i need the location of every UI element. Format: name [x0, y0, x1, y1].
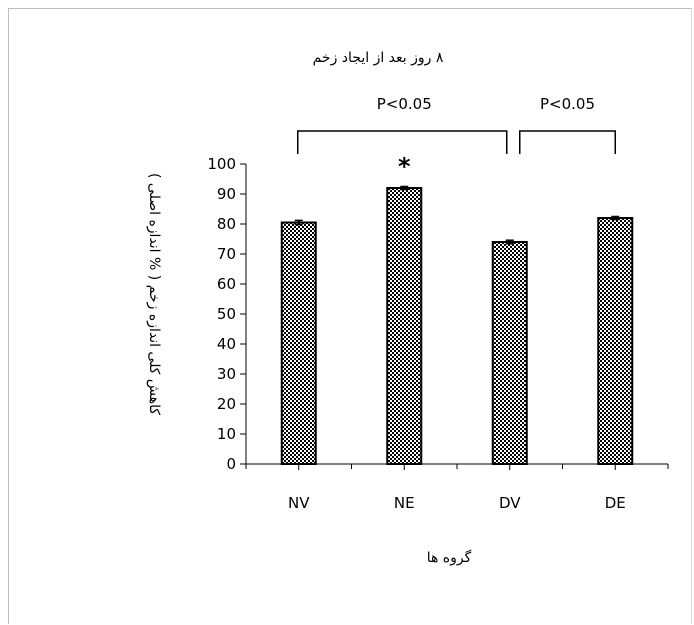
x-tick-label-DV: DV [499, 494, 521, 512]
axes: 0 10 20 30 40 50 60 70 80 90 100 NV NE DV DE [207, 155, 669, 512]
bars-group [280, 185, 634, 465]
y-tick-label: 60 [217, 275, 236, 293]
y-tick-label: 90 [217, 185, 236, 203]
y-tick-label: 20 [217, 395, 236, 413]
y-tick-label: 0 [226, 455, 236, 473]
x-tick-label-NV: NV [288, 494, 310, 512]
y-tick-label: 10 [217, 425, 236, 443]
y-tick-label: 100 [207, 155, 236, 173]
y-tick-label: 80 [217, 215, 236, 233]
y-tick-label: 70 [217, 245, 236, 263]
bracket-nv-dv [297, 130, 508, 154]
y-tick-label: 40 [217, 335, 236, 353]
bracket-dv-de [519, 130, 616, 154]
x-axis-label: گروه ها [427, 549, 472, 566]
y-axis-label: کاهش کلی اندازه زخم ( % اندازه اصلی ) [146, 173, 162, 415]
bar-DV [491, 241, 528, 465]
bracket-label-2: P<0.05 [540, 95, 595, 113]
figure-frame [8, 8, 692, 624]
bracket-label-1: P<0.05 [377, 95, 432, 113]
x-tick-label-DE: DE [605, 494, 626, 512]
bar-DE [597, 217, 634, 465]
y-tick-label: 50 [217, 305, 236, 323]
y-tick-label: 30 [217, 365, 236, 383]
annotations-group: * P<0.05 P<0.05 [297, 95, 616, 181]
x-tick-label-NE: NE [394, 494, 415, 512]
bar-NE [386, 187, 423, 465]
significance-star: * [398, 153, 411, 181]
bar-NV [280, 221, 317, 465]
chart-title: ۸ روز بعد از ایجاد زخم [313, 50, 444, 66]
